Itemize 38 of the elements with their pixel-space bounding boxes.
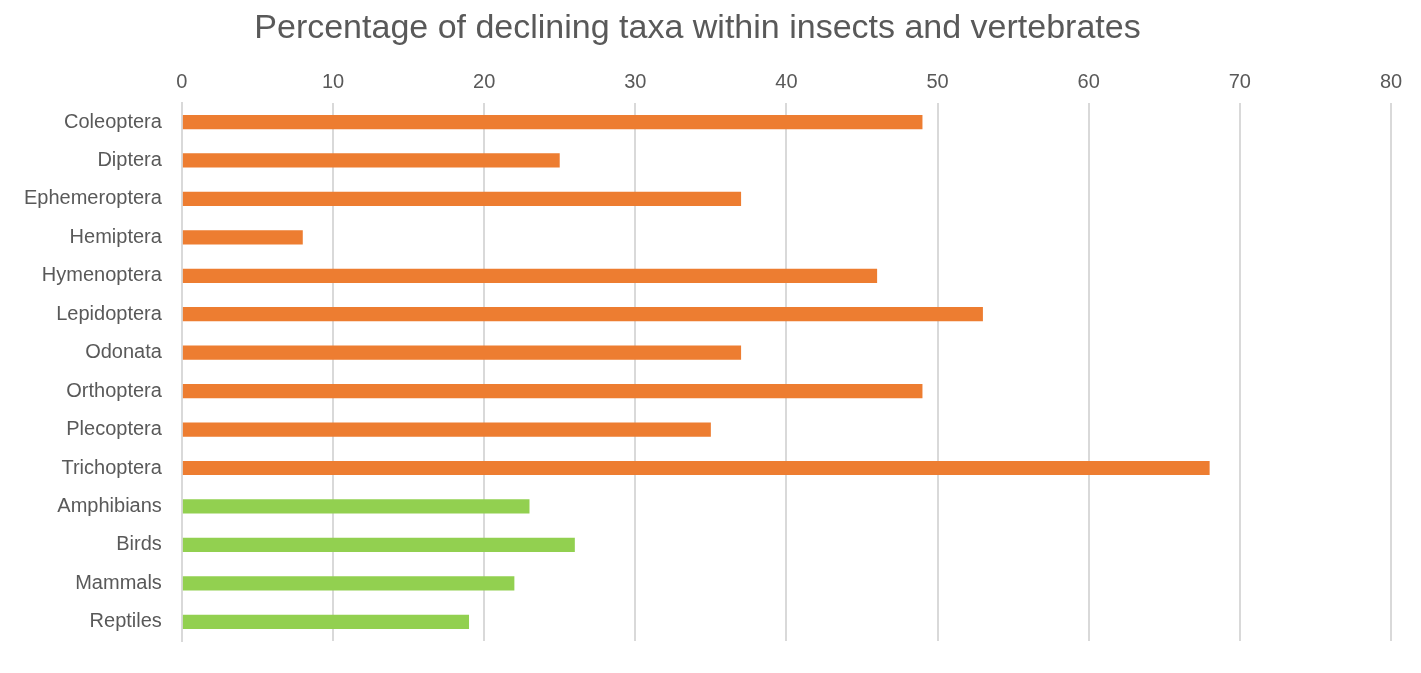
y-tick-label: Mammals [75, 570, 162, 593]
y-tick-label: Diptera [97, 147, 163, 170]
y-tick-label: Hymenoptera [41, 263, 163, 286]
y-tick-label: Plecoptera [66, 417, 163, 440]
x-tick-label: 10 [321, 70, 345, 93]
x-tick-label: 50 [926, 70, 949, 93]
bar [182, 230, 303, 245]
y-tick-label: Odonata [85, 340, 163, 363]
x-tick-label: 20 [473, 70, 496, 93]
bar [182, 345, 742, 360]
y-tick-label: Orthoptera [66, 378, 163, 401]
y-tick-label: Hemiptera [69, 224, 163, 247]
bar [182, 384, 923, 399]
x-tick-label: 80 [1379, 70, 1403, 93]
x-tick-label: 30 [624, 70, 647, 93]
x-tick-label: 0 [176, 70, 188, 93]
bar [182, 499, 530, 514]
bar [182, 114, 923, 130]
bar [182, 422, 711, 437]
bar [182, 537, 575, 553]
bar [182, 268, 878, 283]
bar [182, 191, 742, 207]
y-tick-label: Reptiles [89, 609, 162, 632]
y-tick-label: Ephemeroptera [23, 186, 163, 209]
y-tick-label: Lepidoptera [56, 301, 163, 324]
bar [182, 576, 515, 591]
bar [182, 307, 983, 322]
y-tick-label: Birds [116, 532, 162, 555]
y-tick-label: Coleoptera [64, 109, 163, 132]
bar [182, 153, 560, 168]
bar [182, 614, 470, 629]
chart-title: Percentage of declining taxa within insects and vertebrates [254, 6, 1141, 45]
bar [182, 460, 1210, 476]
y-tick-label: Amphibians [57, 493, 162, 516]
y-tick-label: Trichoptera [61, 455, 163, 478]
x-tick-label: 60 [1077, 70, 1100, 93]
x-tick-label: 70 [1228, 70, 1251, 93]
x-tick-label: 40 [775, 70, 798, 93]
